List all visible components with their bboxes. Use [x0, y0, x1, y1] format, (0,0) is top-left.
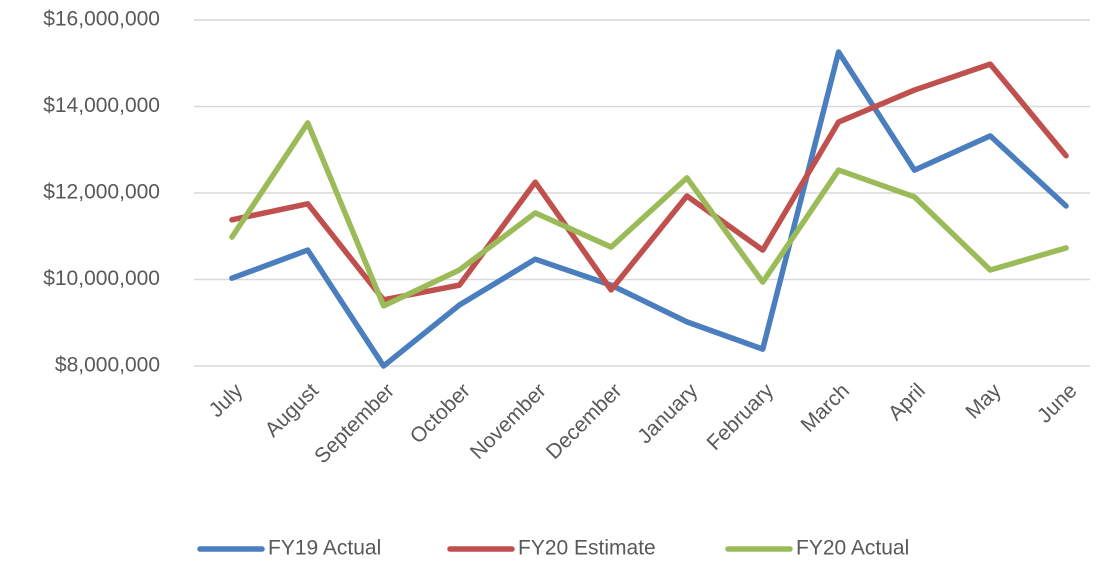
legend-label: FY20 Estimate [518, 537, 656, 560]
y-tick-label: $8,000,000 [55, 354, 160, 377]
series-line [229, 120, 1069, 309]
legend-label: FY20 Actual [796, 537, 909, 560]
x-tick-label: August [261, 379, 324, 442]
x-tick-label: October [406, 379, 475, 448]
y-tick-label: $14,000,000 [43, 94, 160, 117]
x-tick-label: June [1033, 379, 1081, 427]
y-tick-label: $16,000,000 [43, 8, 160, 31]
y-tick-label: $12,000,000 [43, 181, 160, 204]
x-tick-label: February [703, 379, 779, 455]
x-tick-label: September [310, 379, 399, 468]
legend-label: FY19 Actual [268, 537, 381, 560]
series-line [229, 61, 1069, 303]
x-tick-label: December [542, 379, 627, 464]
x-tick-label: January [633, 379, 702, 448]
x-tick-label: May [961, 379, 1006, 424]
x-tick-label: November [466, 379, 551, 464]
x-tick-label: July [205, 379, 248, 422]
series-line [229, 49, 1069, 369]
x-tick-label: April [884, 379, 930, 425]
x-tick-label: March [797, 379, 855, 437]
y-tick-label: $10,000,000 [43, 267, 160, 290]
